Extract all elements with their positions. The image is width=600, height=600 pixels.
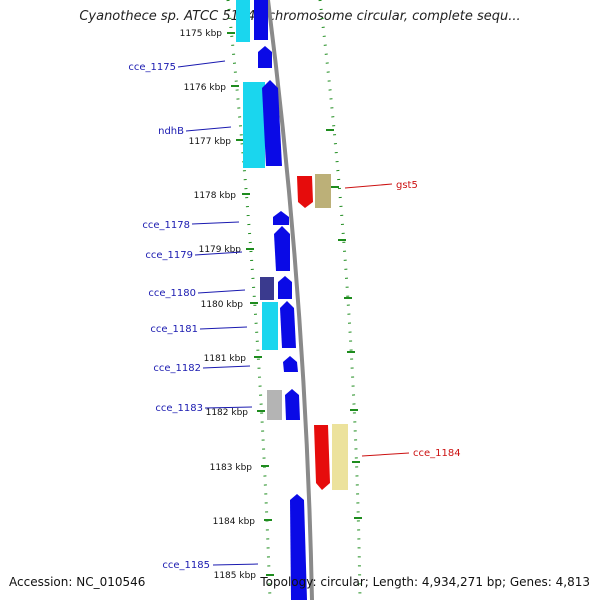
- gc-track-right: [318, 0, 362, 600]
- tick-label: 1185 kbp: [214, 571, 257, 581]
- tick-label: 1183 kbp: [210, 463, 253, 473]
- tick-label: 1177 kbp: [189, 137, 232, 147]
- cds-yellow: [332, 424, 348, 490]
- reverse-leaders: [344, 183, 410, 457]
- forward-genes: [236, 0, 307, 600]
- gene-label-cce-1180: cce_1180: [148, 288, 196, 299]
- right-track-ticks: [326, 129, 362, 519]
- tick-label: 1179 kbp: [199, 245, 242, 255]
- cds-arrow: [274, 226, 290, 271]
- gene-label-cce-1184: cce_1184: [413, 448, 461, 459]
- reverse-genes: [297, 174, 348, 490]
- gene-label-cce-1182: cce_1182: [153, 363, 201, 374]
- cds-cyan: [236, 0, 250, 42]
- tick-label: 1182 kbp: [206, 408, 249, 418]
- cds-cyan: [262, 302, 278, 350]
- cds-purple: [260, 277, 274, 300]
- cds-arrow: [290, 494, 307, 600]
- gene-label-cce-1175: cce_1175: [128, 62, 176, 73]
- tick-marks: [227, 32, 274, 576]
- cds-arrow: [283, 356, 298, 372]
- tick-label: 1175 kbp: [180, 29, 223, 39]
- cds-red: [297, 176, 313, 208]
- tick-label: 1184 kbp: [213, 517, 256, 527]
- map-title: Cyanothece sp. ATCC 51142 chromosome cir…: [79, 9, 521, 24]
- cds-olive: [315, 174, 331, 208]
- topology-text: Topology: circular; Length: 4,934,271 bp…: [260, 575, 590, 589]
- tick-label: 1180 kbp: [201, 300, 244, 310]
- cds-arrow: [254, 0, 268, 40]
- forward-leaders: [177, 60, 259, 566]
- genome-backbone: [266, 0, 314, 600]
- cds-arrow: [273, 211, 289, 225]
- cds-arrow: [278, 276, 292, 299]
- cds-gray: [267, 390, 282, 420]
- tick-label: 1178 kbp: [194, 191, 237, 201]
- gene-label-cce-1185: cce_1185: [162, 560, 210, 571]
- cds-cyan: [243, 82, 265, 168]
- gene-label-cce-1181: cce_1181: [150, 324, 198, 335]
- tick-label: 1181 kbp: [204, 354, 247, 364]
- cds-arrow: [285, 389, 300, 420]
- gene-label-cce-1178: cce_1178: [142, 220, 190, 231]
- cds-arrow: [262, 80, 282, 166]
- cds-arrow: [258, 46, 272, 68]
- gene-label-cce-1179: cce_1179: [145, 250, 193, 261]
- gene-label-cce-1183: cce_1183: [155, 403, 203, 414]
- accession-text: Accession: NC_010546: [9, 575, 146, 589]
- cds-arrow: [280, 301, 296, 348]
- cds-red: [314, 425, 330, 490]
- gene-label-ndhb: ndhB: [158, 126, 184, 137]
- gene-label-gst5: gst5: [396, 180, 418, 191]
- tick-label: 1176 kbp: [184, 83, 227, 93]
